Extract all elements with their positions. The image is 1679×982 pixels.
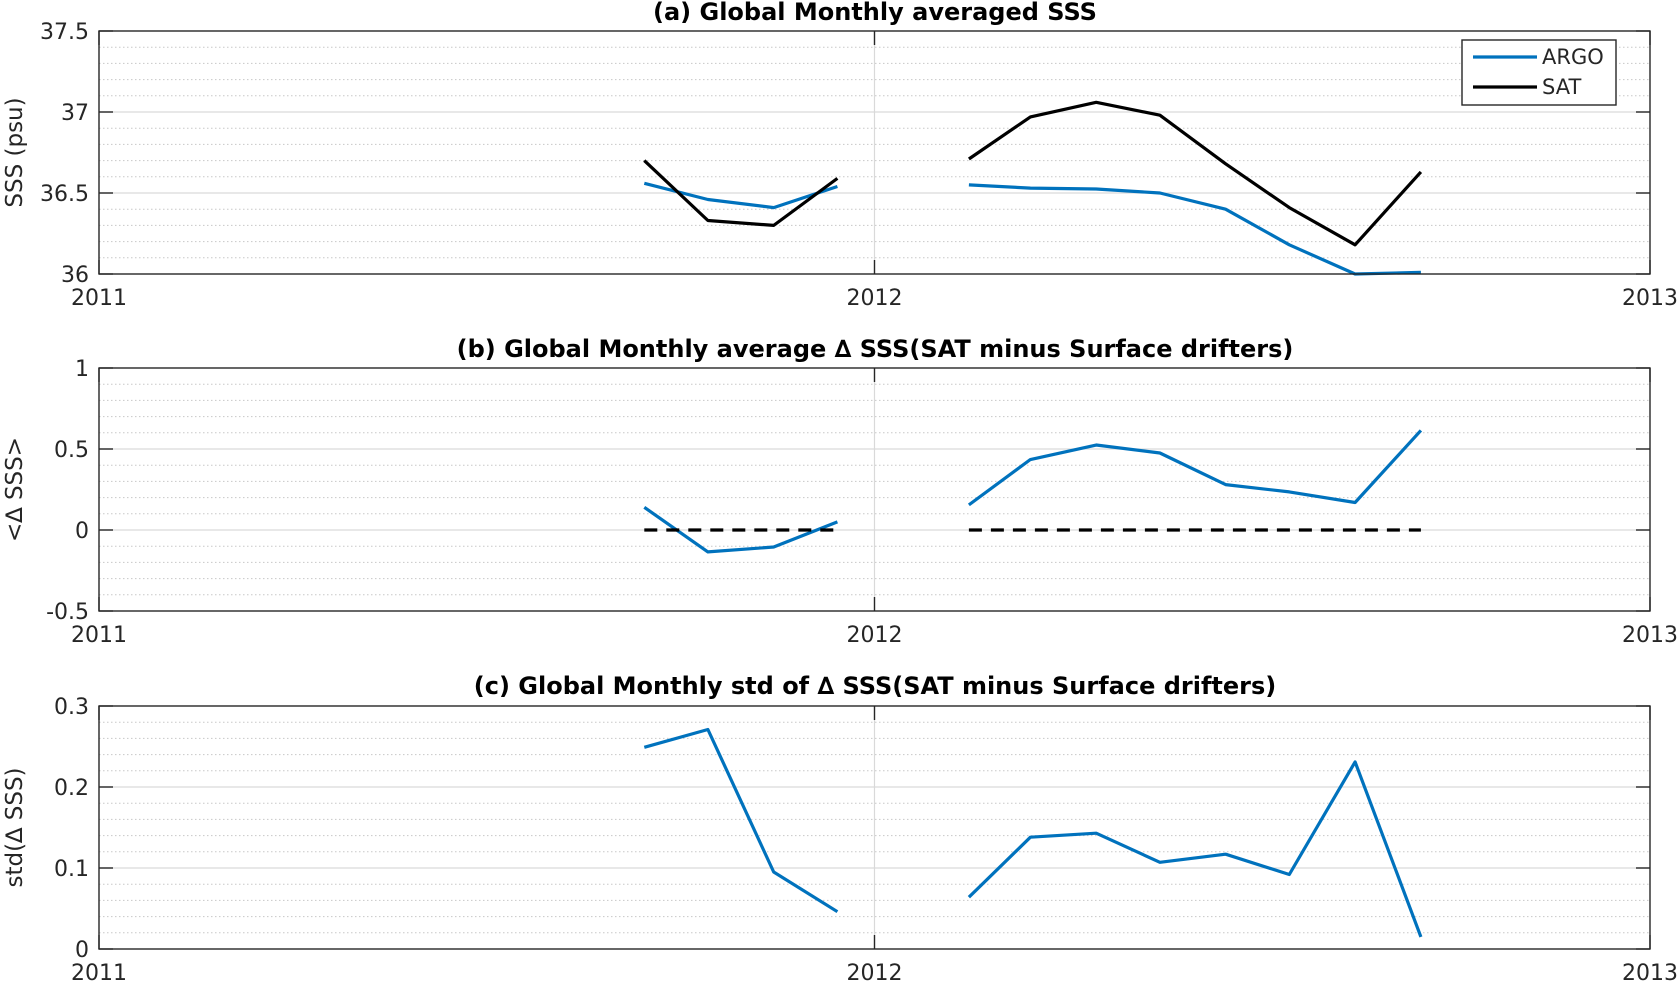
y-tick-label: 0.2 [54, 776, 89, 801]
series-line [967, 760, 1423, 938]
x-tick-label: 2012 [847, 286, 903, 311]
panel-title: (c) Global Monthly std of ∆ SSS(SAT minu… [474, 672, 1276, 700]
series-line [643, 727, 839, 914]
series-line [967, 429, 1423, 507]
x-tick-label: 2012 [847, 623, 903, 648]
y-tick-label: 37 [61, 101, 89, 126]
y-tick-label: 37.5 [40, 20, 89, 45]
argo-line [968, 183, 1421, 276]
y-tick-label: 1 [75, 357, 89, 382]
y-axis-label: <∆ SSS> [2, 437, 28, 542]
x-tick-label: 2013 [1622, 623, 1678, 648]
sat-line [967, 100, 1423, 247]
sat-legend-label: SAT [1542, 75, 1581, 99]
y-tick-label: 0 [75, 519, 89, 544]
y-tick-label: 0.5 [54, 438, 89, 463]
panel-b: 2011 2012 2013 -0.5 0 0.5 1 (b) Global Monthly … [2, 335, 1678, 648]
panel-a: 2011 2012 2013 36 36.5 37 37.5 (a) Global Month… [2, 0, 1678, 311]
y-tick-label: -0.5 [46, 600, 89, 625]
argo-legend-label: ARGO [1542, 45, 1604, 69]
y-tick-label: 36 [61, 263, 89, 288]
legend: ARGO SAT [1461, 39, 1617, 106]
y-tick-label: 0.3 [54, 695, 89, 720]
x-tick-label: 2012 [847, 961, 903, 982]
panel-c: 2011 2012 2013 0 0.1 0.2 0.3 (c) Global Monthly… [2, 672, 1678, 982]
x-tick-label: 2013 [1622, 961, 1678, 982]
y-tick-label: 0 [75, 938, 89, 963]
panel-title: (b) Global Monthly average ∆ SSS(SAT min… [457, 335, 1294, 363]
legend-box [1461, 39, 1617, 106]
y-axis-label: std(∆ SSS) [2, 767, 28, 887]
x-tick-label: 2011 [71, 623, 127, 648]
panel-title: (a) Global Monthly averaged SSS [653, 0, 1097, 26]
x-tick-label: 2013 [1622, 286, 1678, 311]
y-tick-label: 36.5 [40, 182, 89, 207]
sat-line [643, 159, 839, 227]
y-tick-label: 0.1 [54, 857, 89, 882]
y-axis-label: SSS (psu) [2, 97, 28, 207]
x-tick-label: 2011 [71, 961, 127, 982]
x-tick-label: 2011 [71, 286, 127, 311]
